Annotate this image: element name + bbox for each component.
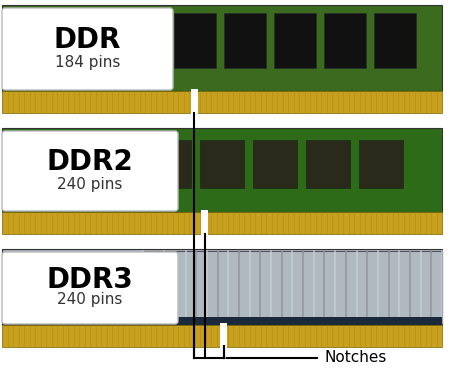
Bar bbox=[2, 5, 442, 91]
Bar bbox=[374, 13, 416, 68]
Text: Notches: Notches bbox=[324, 351, 387, 366]
Bar bbox=[200, 140, 244, 188]
Bar bbox=[2, 249, 442, 325]
Text: 240 pins: 240 pins bbox=[57, 177, 123, 192]
Bar bbox=[324, 13, 365, 68]
Bar bbox=[143, 251, 442, 323]
Bar bbox=[147, 140, 191, 188]
Bar bbox=[2, 128, 442, 212]
FancyBboxPatch shape bbox=[2, 8, 173, 90]
Bar bbox=[220, 323, 227, 348]
Bar bbox=[2, 325, 442, 347]
Bar bbox=[191, 89, 198, 114]
Text: DDR: DDR bbox=[54, 26, 121, 54]
Bar bbox=[2, 212, 442, 234]
Bar bbox=[274, 13, 315, 68]
Text: 184 pins: 184 pins bbox=[55, 55, 120, 70]
Bar bbox=[224, 13, 266, 68]
Text: DDR2: DDR2 bbox=[47, 148, 133, 176]
Text: DDR3: DDR3 bbox=[47, 266, 133, 294]
Bar bbox=[174, 13, 216, 68]
Bar bbox=[2, 317, 442, 325]
Bar bbox=[306, 140, 350, 188]
Bar bbox=[253, 140, 297, 188]
Bar bbox=[2, 91, 442, 113]
Bar bbox=[359, 140, 403, 188]
Text: 240 pins: 240 pins bbox=[57, 292, 123, 308]
FancyBboxPatch shape bbox=[2, 252, 178, 324]
Bar bbox=[201, 210, 208, 235]
FancyBboxPatch shape bbox=[2, 131, 178, 211]
